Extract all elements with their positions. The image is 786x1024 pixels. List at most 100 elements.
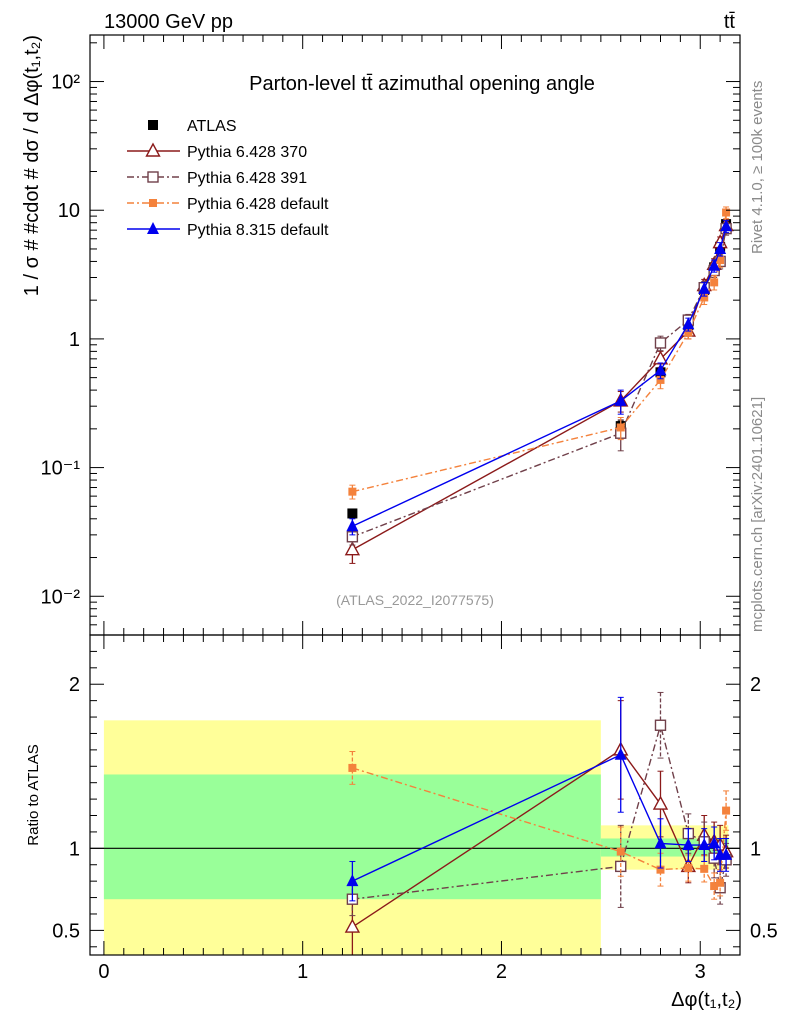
ratio-y-tick-label-right: 0.5 <box>750 920 778 942</box>
ratio-point <box>722 806 731 815</box>
data-point <box>614 393 627 406</box>
data-point <box>654 363 667 376</box>
legend-label-atlas: ATLAS <box>187 118 237 135</box>
y-tick-label: 10 <box>58 200 80 222</box>
series-pythia-6-428-370 <box>344 217 734 564</box>
ratio-point <box>720 847 733 860</box>
series-pythia-8-315-default <box>346 219 733 536</box>
ratio-series-pythia-6-428-default <box>348 751 731 900</box>
ratio-point <box>698 838 711 851</box>
legend-label-pythia-6-428-default: Pythia 6.428 default <box>187 196 329 213</box>
y-tick-label: 1 <box>69 329 80 351</box>
legend-symbol-atlas <box>148 120 158 130</box>
x-tick-label: 2 <box>496 961 507 983</box>
legend-marker <box>148 120 158 130</box>
data-point <box>344 541 361 556</box>
legend-label-pythia-6-428-391: Pythia 6.428 391 <box>187 170 307 187</box>
legend-symbol-pythia-6-428-391 <box>127 171 180 183</box>
ratio-point <box>346 874 359 887</box>
legend-entry-pythia-8-315-default: Pythia 8.315 default <box>127 222 329 239</box>
ratio-point <box>716 878 725 887</box>
legend-symbol-pythia-6-428-default <box>127 199 180 207</box>
ratio-y-tick-label-right: 1 <box>750 838 761 860</box>
series-line <box>352 228 727 538</box>
legend-symbol-pythia-8-315-default <box>127 222 180 234</box>
ratio-point <box>710 882 719 891</box>
analysis-id: (ATLAS_2022_I2077575) <box>336 592 494 608</box>
ratio-point <box>344 918 361 933</box>
legend: ATLAS Pythia 6.428 370 Pythia 6.428 391 … <box>127 118 329 239</box>
y-tick-label: 10⁻² <box>41 586 81 608</box>
data-point <box>347 508 358 519</box>
ratio-point <box>654 719 667 731</box>
data-point <box>346 519 359 532</box>
data-point <box>656 375 665 384</box>
y-tick-label: 10² <box>51 72 80 94</box>
legend-entry-pythia-6-428-default: Pythia 6.428 default <box>127 196 329 213</box>
data-point <box>684 328 693 337</box>
ratio-point <box>684 864 693 873</box>
series-line <box>352 225 727 551</box>
ratio-y-tick-label-left: 0.5 <box>52 920 80 942</box>
ratio-point <box>654 836 667 849</box>
legend-entry-pythia-6-428-391: Pythia 6.428 391 <box>127 170 307 187</box>
x-tick-label: 1 <box>297 961 308 983</box>
ratio-y-tick-label-right: 2 <box>750 674 761 696</box>
ratio-series-pythia-8-315-default <box>346 696 733 902</box>
main-panel: 10⁻² 10⁻¹ 1 10 10² Parton-level tt̄ azimutha… <box>21 34 741 636</box>
data-point <box>616 423 625 432</box>
x-tick-label: 0 <box>98 961 109 983</box>
ratio-point <box>708 836 721 849</box>
legend-marker <box>147 171 159 183</box>
series-atlas <box>347 219 732 519</box>
ratio-point <box>656 865 665 874</box>
y-tick-label: 10⁻¹ <box>41 458 81 480</box>
legend-label-pythia-6-428-370: Pythia 6.428 370 <box>187 144 307 161</box>
ratio-y-tick-label-left: 2 <box>69 674 80 696</box>
series-pythia-6-428-391 <box>346 222 732 546</box>
ratio-plot-area <box>90 691 740 956</box>
data-point <box>654 337 667 349</box>
data-point <box>716 256 725 265</box>
legend-label-pythia-8-315-default: Pythia 8.315 default <box>187 222 329 239</box>
ratio-axes: 0.5 0.5 1 1 2 2 0 1 2 3 <box>52 634 778 983</box>
data-point <box>708 258 721 271</box>
ratio-point <box>652 795 669 810</box>
ratio-y-axis-label: Ratio to ATLAS <box>25 744 42 845</box>
ratio-y-tick-label-left: 1 <box>69 838 80 860</box>
ratio-point <box>616 847 625 856</box>
data-point <box>682 317 695 330</box>
energy-label: 13000 GeV pp <box>104 11 233 33</box>
data-point <box>720 219 733 232</box>
series-line <box>352 212 727 493</box>
series-pythia-6-428-default <box>348 206 731 500</box>
data-point <box>698 281 711 294</box>
ratio-panel-frame <box>89 634 741 956</box>
ratio-point <box>348 763 357 772</box>
ratio-panel: 0.5 0.5 1 1 2 2 0 1 2 3 Ratio to ATLAS Δφ(t₁,t₂) <box>25 634 778 1011</box>
data-point <box>710 278 719 287</box>
legend-entry-atlas: ATLAS <box>148 118 237 135</box>
ratio-point <box>700 864 709 873</box>
main-plot-title: Parton-level tt̄ azimuthal opening angle <box>249 73 595 95</box>
legend-entry-pythia-6-428-370: Pythia 6.428 370 <box>127 142 307 161</box>
rivet-label: Rivet 4.1.0, ≥ 100k events <box>749 81 766 254</box>
x-axis-label: Δφ(t₁,t₂) <box>671 989 742 1011</box>
main-axes: 10⁻² 10⁻¹ 1 10 10² <box>41 35 741 636</box>
ratio-point <box>614 747 627 760</box>
data-point <box>714 241 727 254</box>
data-point <box>722 208 731 217</box>
legend-marker <box>145 142 161 157</box>
legend-marker <box>147 222 159 234</box>
process-label: tt̄ <box>724 11 736 33</box>
main-plot-area <box>344 206 734 564</box>
legend-symbol-pythia-6-428-370 <box>127 142 180 157</box>
legend-marker <box>149 199 157 207</box>
mcplots-label: mcplots.cern.ch [arXiv:2401.10621] <box>749 397 766 632</box>
x-tick-label: 3 <box>695 961 706 983</box>
main-y-axis-label: 1 / σ # #cdot # dσ / d Δφ(t₁,t₂) <box>21 35 43 296</box>
data-point <box>700 293 709 302</box>
series-line <box>352 226 727 527</box>
ratio-point <box>682 838 695 851</box>
